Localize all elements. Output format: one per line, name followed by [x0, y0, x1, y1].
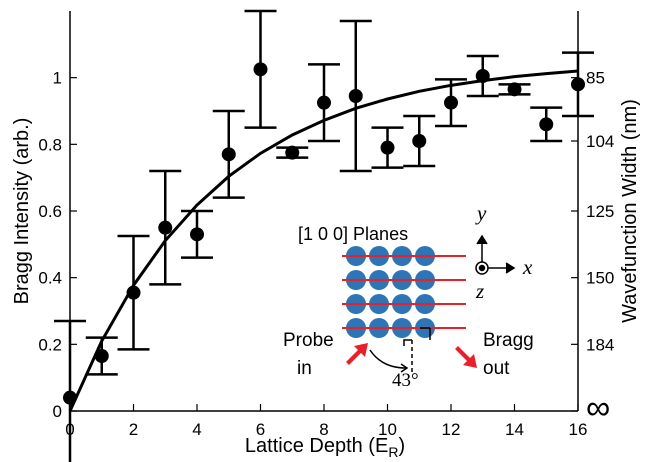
x-label-end: ) [398, 435, 405, 457]
data-point [380, 140, 395, 155]
x-label-sub: R [388, 444, 398, 460]
data-point [285, 145, 300, 160]
x-tick-label: 12 [442, 420, 461, 439]
x-label-main: Lattice Depth (E [245, 435, 388, 457]
bragg-arrow [455, 346, 477, 368]
data-point [190, 227, 204, 242]
y2-tick-label: 150 [586, 269, 614, 288]
x-tick-label: 6 [256, 420, 265, 439]
data-point [126, 285, 141, 300]
lattice-atoms [346, 246, 435, 338]
y2-tick-label: 104 [586, 132, 614, 151]
angle-markers [369, 327, 431, 373]
y2-axis-label: Wavefunction Width (nm) [619, 99, 641, 323]
lattice-planes [342, 255, 466, 329]
data-point [221, 147, 236, 162]
y-axis-label: Bragg Intensity (arb.) [11, 118, 33, 305]
data-point [63, 390, 77, 405]
angle-label: 43° [392, 370, 419, 391]
data-point [348, 89, 363, 103]
probe-arrow [346, 343, 368, 365]
x-tick-label: 4 [192, 420, 201, 439]
data-point [412, 134, 427, 148]
data-point [507, 82, 522, 97]
data-point [475, 69, 490, 83]
y-tick-label: 1 [53, 69, 62, 88]
x-tick-label: 2 [129, 420, 138, 439]
y2-tick-label: 184 [586, 335, 614, 354]
coordinate-axes [475, 234, 516, 275]
x-tick-label: 16 [569, 420, 588, 439]
y2-tick-label: ∞ [586, 389, 610, 427]
y-tick-label: 0.2 [38, 335, 62, 354]
probe-label: in [297, 358, 312, 379]
x-tick-label: 8 [319, 420, 328, 439]
data-point [94, 349, 109, 363]
y-tick-label: 0.6 [38, 202, 62, 221]
data-point [158, 220, 173, 235]
x-axis-symbol: x [522, 255, 533, 279]
x-tick-label: 10 [378, 420, 397, 439]
probe-label: Probe [283, 330, 334, 351]
data-point [539, 117, 554, 132]
planes-label: [1 0 0] Planes [298, 224, 408, 244]
x-axis-label: Lattice Depth (ER) [245, 435, 405, 460]
y-axis-symbol: y [475, 201, 487, 225]
y2-tick-label: 125 [586, 202, 614, 221]
bragg-label: out [483, 358, 510, 379]
x-tick-label: 14 [505, 420, 524, 439]
z-axis-symbol: z [475, 279, 484, 303]
inset-diagram: [1 0 0] Planes y x z Probe in Bragg out [283, 201, 534, 391]
data-point [317, 95, 331, 110]
y-tick-label: 0.4 [38, 269, 62, 288]
y2-tick-label: 85 [586, 69, 605, 88]
y-tick-label: 0 [53, 402, 62, 421]
bragg-label: Bragg [483, 330, 534, 351]
data-point [444, 95, 458, 110]
data-point [253, 62, 268, 77]
data-point [571, 77, 585, 92]
y-tick-label: 0.8 [38, 135, 62, 154]
